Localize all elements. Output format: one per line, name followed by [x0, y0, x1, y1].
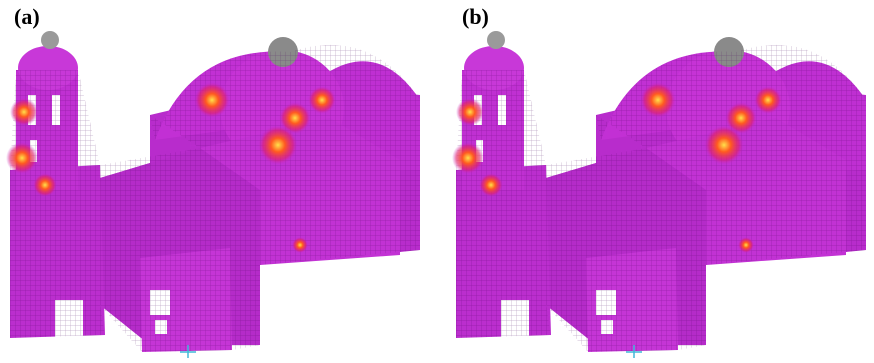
page: (a) (b) (() => { const data = JSON.parse…: [0, 0, 874, 363]
figure: (a) (b): [0, 0, 874, 363]
panel-label: (b): [462, 4, 489, 29]
panel-label: (a): [14, 4, 40, 29]
model-render: [452, 31, 866, 358]
model-render: [6, 31, 420, 358]
